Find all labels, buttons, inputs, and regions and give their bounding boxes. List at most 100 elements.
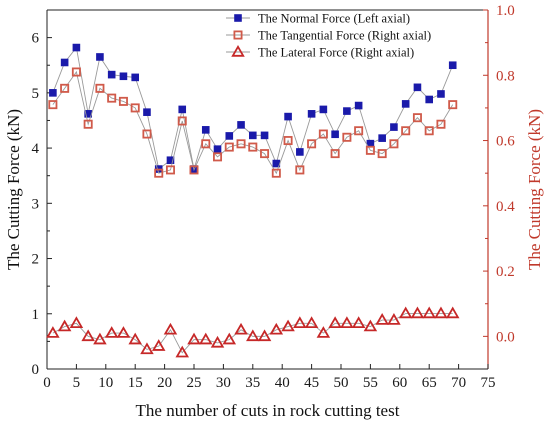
data-point — [260, 149, 270, 159]
series-layer — [46, 43, 460, 358]
data-point — [354, 101, 363, 110]
legend-marker — [233, 30, 243, 40]
x-tick-label: 5 — [73, 375, 81, 391]
legend-label: The Tangential Force (Right axial) — [258, 29, 431, 43]
data-point — [319, 105, 328, 114]
data-point — [234, 322, 248, 335]
data-point — [328, 316, 342, 329]
data-point — [140, 342, 154, 355]
legend: The Normal Force (Left axial) The Tangent… — [226, 12, 431, 60]
data-point — [281, 319, 295, 332]
data-point — [57, 319, 72, 332]
data-point — [378, 134, 386, 142]
data-point — [390, 123, 398, 131]
data-point — [222, 332, 237, 345]
right-tick-label: 0.6 — [496, 134, 515, 150]
x-tick-label: 35 — [245, 375, 260, 391]
data-point — [69, 316, 84, 329]
data-point — [271, 168, 281, 178]
data-point — [413, 83, 422, 92]
right-tick-label: 0.8 — [496, 68, 515, 84]
data-point — [163, 322, 178, 335]
data-point — [448, 100, 458, 110]
right-tick-label: 1.0 — [496, 3, 515, 19]
data-point — [237, 121, 245, 129]
data-point — [249, 131, 257, 140]
data-point — [272, 159, 281, 168]
left-tick-label: 6 — [32, 31, 40, 47]
data-point — [307, 110, 316, 118]
data-point — [342, 132, 352, 142]
x-tick-label: 30 — [216, 375, 231, 391]
data-point — [93, 332, 107, 345]
data-point — [107, 70, 116, 79]
data-point — [377, 149, 387, 159]
legend-label: The Lateral Force (Right axial) — [258, 46, 414, 60]
right-axis-title: The Cutting Force (kN) — [525, 109, 544, 270]
data-point — [143, 108, 151, 116]
data-point — [213, 152, 223, 162]
data-point — [118, 96, 128, 106]
series-2 — [48, 67, 458, 178]
data-point — [260, 131, 269, 140]
data-point — [343, 107, 351, 115]
left-tick-label: 4 — [32, 141, 40, 157]
x-tick-label: 75 — [481, 375, 496, 391]
data-point — [130, 103, 140, 113]
right-axis-ticks: 0.0 0.2 0.4 0.6 0.8 1.0 — [483, 3, 515, 345]
data-point — [225, 132, 234, 140]
data-point — [83, 119, 93, 129]
data-point — [165, 165, 175, 175]
data-point — [284, 112, 292, 121]
data-point — [363, 319, 378, 332]
data-point — [154, 168, 164, 178]
left-tick-label: 2 — [32, 252, 40, 268]
data-point — [269, 322, 284, 335]
data-point — [116, 326, 131, 338]
data-point — [60, 58, 69, 67]
x-tick-label: 55 — [363, 375, 378, 391]
data-point — [201, 126, 210, 134]
data-point — [71, 67, 81, 77]
data-point — [316, 326, 331, 338]
x-tick-label: 15 — [128, 375, 143, 391]
legend-marker — [234, 14, 242, 22]
data-point — [60, 83, 70, 93]
legend-label: The Normal Force (Left axial) — [258, 12, 410, 26]
data-point — [213, 145, 222, 153]
data-point — [95, 83, 105, 93]
data-point — [131, 73, 139, 82]
data-point — [445, 306, 460, 319]
legend-marker — [231, 45, 245, 57]
data-point — [248, 142, 258, 152]
data-point — [48, 100, 58, 110]
left-tick-label: 3 — [32, 196, 40, 212]
series-3 — [46, 306, 460, 358]
x-tick-label: 50 — [334, 375, 349, 391]
data-point — [49, 89, 57, 97]
data-point — [401, 126, 411, 136]
data-point — [178, 105, 187, 114]
data-point — [398, 306, 413, 319]
data-point — [119, 72, 128, 81]
data-point — [84, 110, 92, 118]
data-point — [410, 306, 425, 319]
data-point — [46, 326, 60, 338]
x-axis-ticks: 0 5 10 15 20 25 30 35 40 45 50 55 60 65 70 75 — [43, 364, 496, 391]
data-point — [283, 136, 293, 146]
data-point — [189, 165, 199, 175]
right-tick-label: 0.4 — [496, 199, 515, 215]
data-point — [104, 326, 119, 338]
plot-frame — [46, 9, 489, 370]
data-point — [96, 53, 104, 61]
series-line-2 — [52, 70, 454, 175]
data-point — [448, 61, 457, 70]
left-tick-label: 0 — [32, 362, 40, 378]
data-point — [422, 306, 436, 319]
x-tick-label: 45 — [304, 375, 319, 391]
data-point — [201, 139, 211, 149]
data-point — [304, 316, 319, 329]
data-point — [107, 93, 117, 103]
data-point — [318, 129, 328, 139]
